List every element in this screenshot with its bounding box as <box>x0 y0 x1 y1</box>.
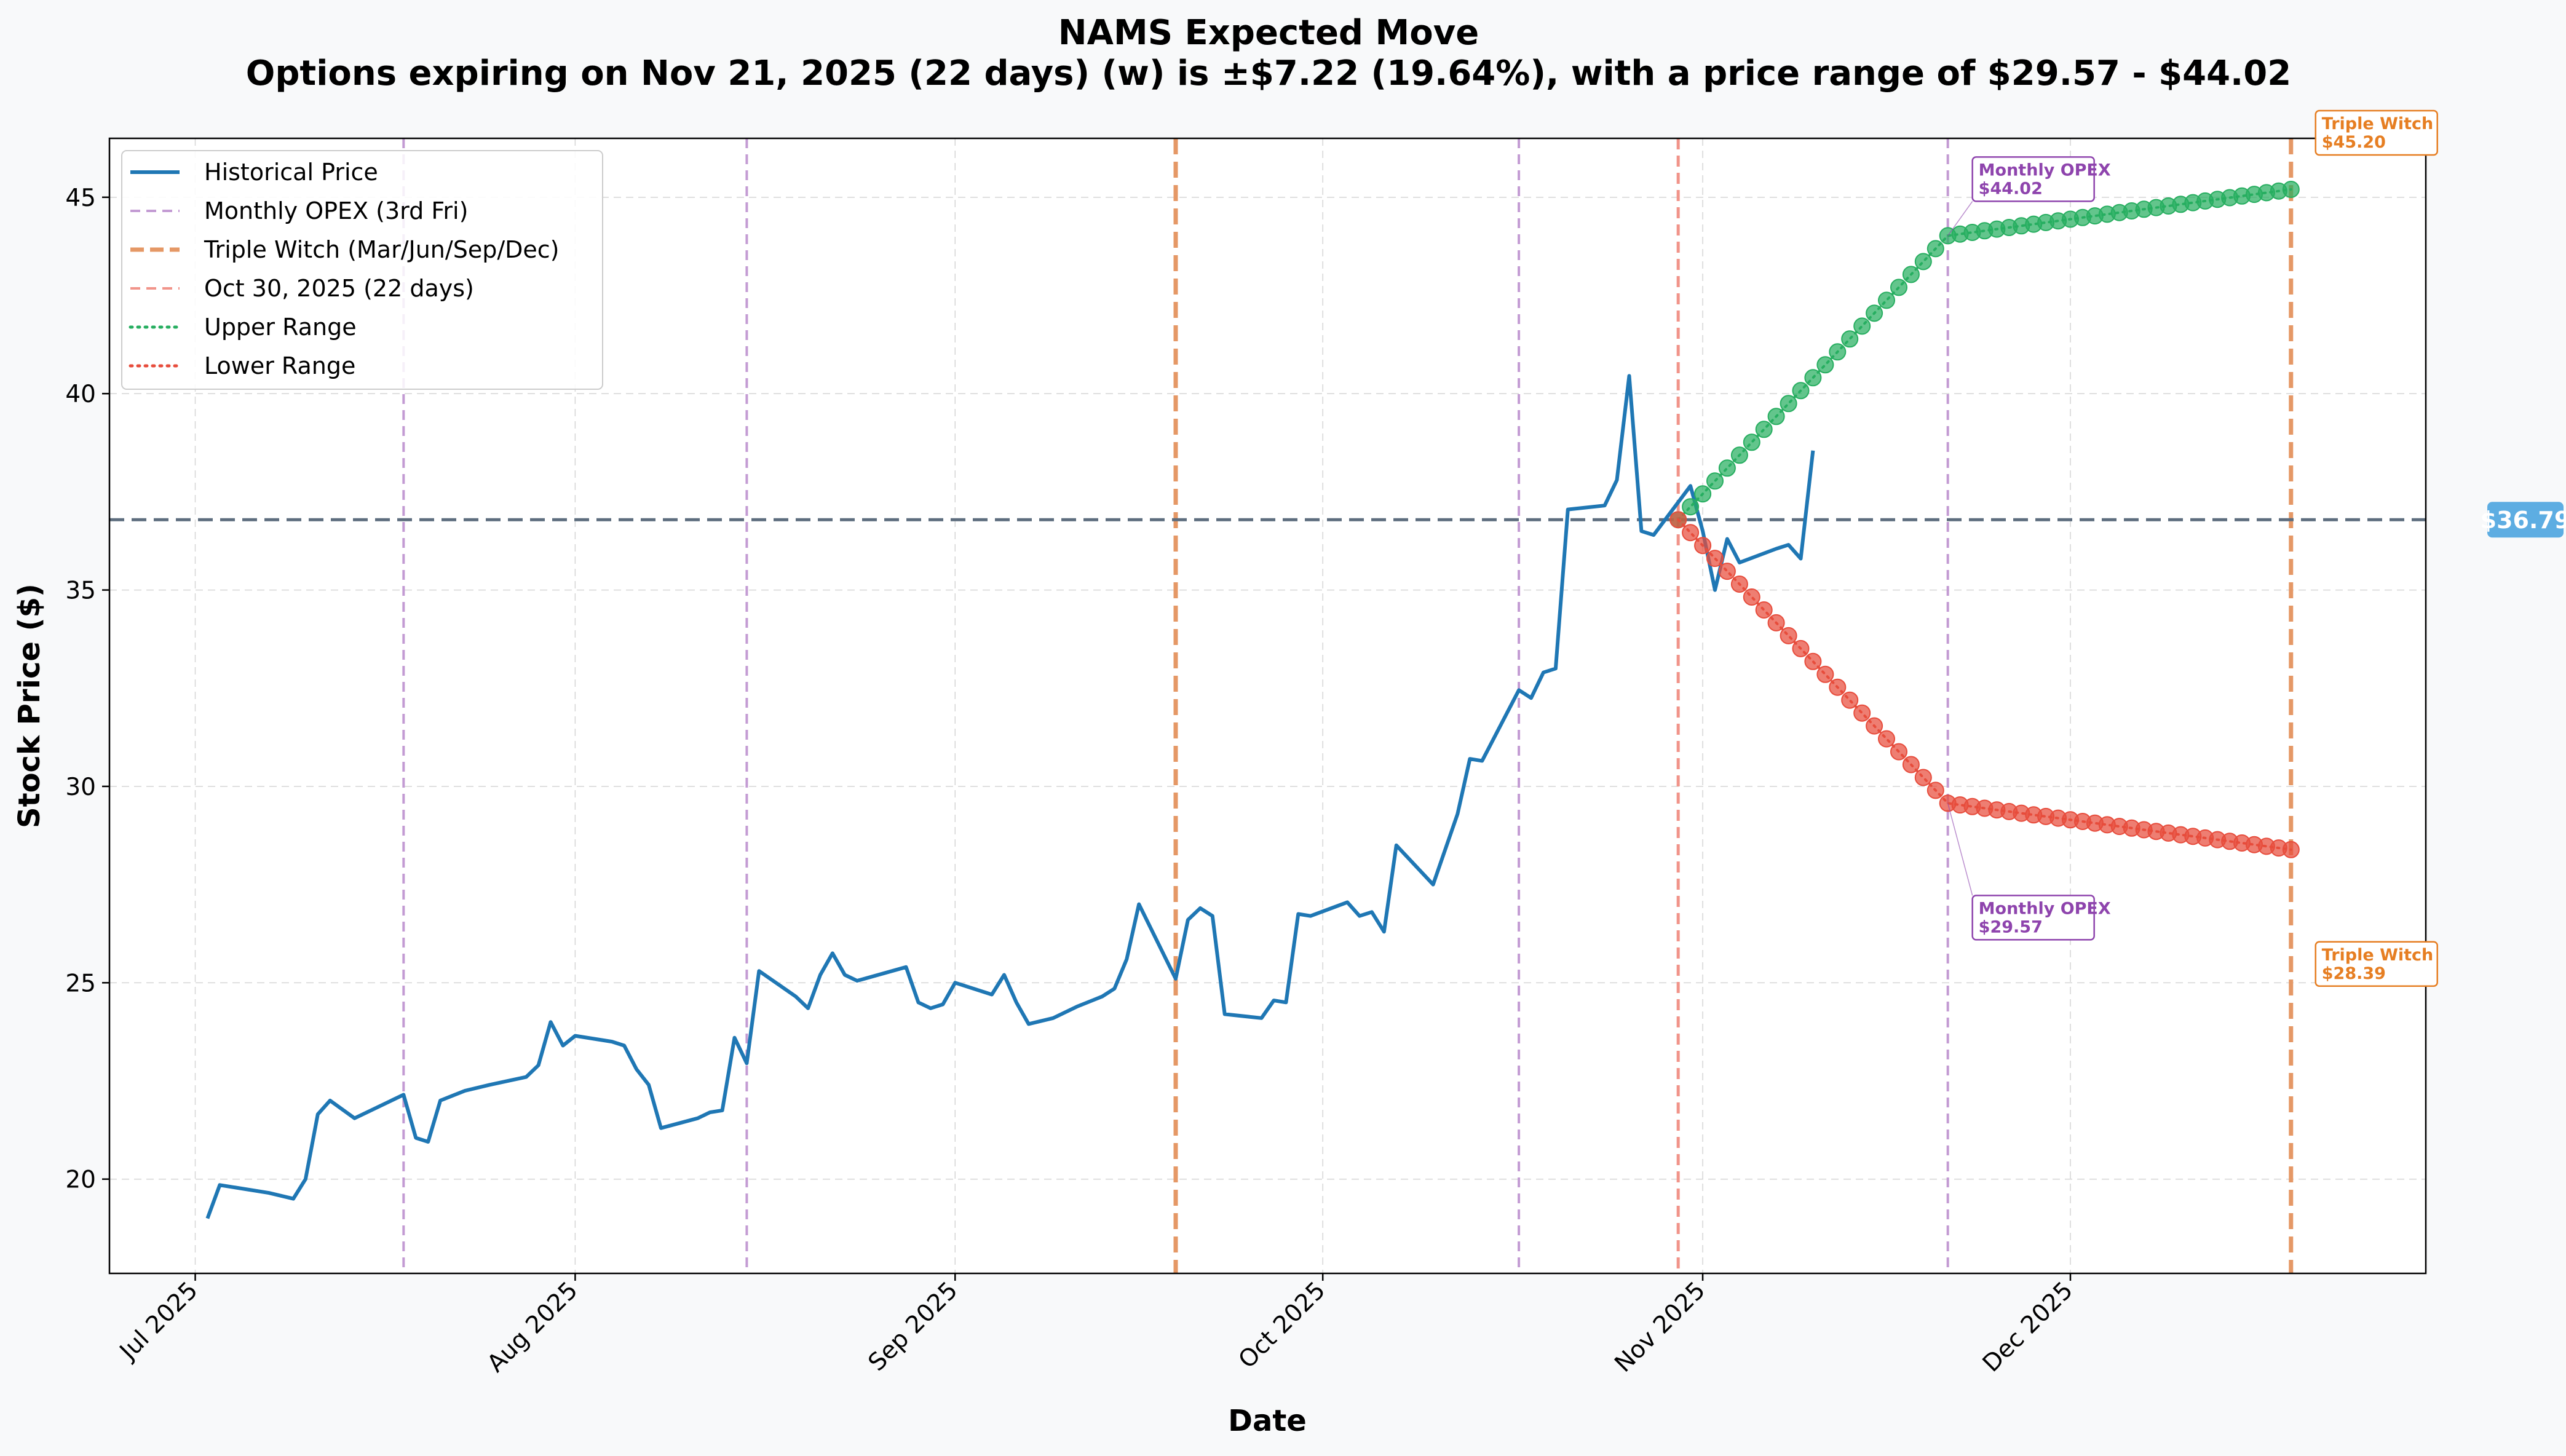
y-tick-label: 20 <box>65 1166 96 1194</box>
y-tick-label: 25 <box>65 970 96 997</box>
annotation-leader <box>1947 803 1973 896</box>
legend-label: Upper Range <box>204 314 357 341</box>
event-lines <box>402 138 2294 1273</box>
lower-range-point <box>1767 614 1785 631</box>
lower-range-point <box>1780 627 1797 644</box>
current-price-line-group: $36.79 <box>109 502 2566 538</box>
lower-range-point <box>1902 756 1920 774</box>
upper-range-point <box>2282 181 2300 198</box>
lower-range-point <box>1841 691 1859 709</box>
legend: Historical Price Monthly OPEX (3rd Fri) Tr… <box>121 150 603 390</box>
upper-range-point <box>1841 330 1859 348</box>
x-axis-label: Date <box>1228 1404 1307 1438</box>
annotation-value: $28.39 <box>2322 964 2386 983</box>
annotation-value: $45.20 <box>2322 133 2386 152</box>
legend-label: Lower Range <box>204 352 355 379</box>
y-tick-label: 30 <box>65 774 96 801</box>
plot-frame <box>108 137 2427 1275</box>
upper-range-point <box>1780 395 1797 413</box>
lower-range-point <box>1816 665 1834 683</box>
y-tick-label: 35 <box>65 577 96 605</box>
upper-range-point <box>1755 421 1773 438</box>
lower-range-point <box>1743 588 1760 606</box>
lower-range-point <box>1829 678 1847 696</box>
lower-range-point <box>1853 704 1871 722</box>
lower-range-point <box>2282 841 2300 858</box>
upper-range-point <box>1718 459 1736 477</box>
lower-range-point <box>1694 537 1712 555</box>
lower-range-point <box>1914 769 1932 786</box>
upper-range-point <box>1792 382 1810 400</box>
current-price-badge-label: $36.79 <box>2481 507 2566 534</box>
upper-range-point <box>1878 291 1895 309</box>
annotation-box <box>1971 156 2095 202</box>
annotation-title: Triple Witch <box>2322 946 2434 965</box>
lower-range-point <box>1878 730 1895 748</box>
lower-range-point <box>1866 717 1883 735</box>
lower-range-point <box>1730 576 1748 593</box>
chart-title: NAMS Expected Move <box>1058 13 1479 53</box>
legend-frame <box>121 150 603 390</box>
upper-range-point <box>1694 485 1712 503</box>
upper-range-point <box>1829 343 1847 361</box>
y-tick-label: 40 <box>65 381 96 408</box>
upper-range-point <box>1866 304 1883 322</box>
upper-range-point <box>1902 266 1920 283</box>
upper-range-point <box>1890 279 1907 296</box>
lower-range-point <box>1890 743 1907 761</box>
y-axis-label: Stock Price ($) <box>12 584 47 828</box>
annotation-box <box>2315 941 2439 987</box>
lower-range-point <box>1706 550 1724 568</box>
current-price-badge <box>2487 502 2564 538</box>
lower-range-point <box>1755 601 1773 619</box>
annotation-leader <box>1947 200 1973 236</box>
lower-range-point <box>1926 781 1944 799</box>
annotation-value: $44.02 <box>1979 179 2043 198</box>
legend-label: Monthly OPEX (3rd Fri) <box>204 197 468 224</box>
annotation-value: $29.57 <box>1979 917 2043 936</box>
historical-series <box>205 374 1815 1219</box>
upper-range-point <box>1767 408 1785 425</box>
historical-price-line <box>205 374 1815 1219</box>
annotation-title: Monthly OPEX <box>1979 160 2111 180</box>
annotation-box <box>2315 109 2439 156</box>
expected-range-series <box>1669 181 2300 858</box>
chart-subtitle: Options expiring on Nov 21, 2025 (22 day… <box>246 53 2292 93</box>
lower-range-point <box>1718 563 1736 580</box>
upper-range-point <box>1682 498 1700 516</box>
upper-range-point <box>1914 253 1932 271</box>
upper-range-point <box>1706 472 1724 490</box>
upper-range-point <box>1816 356 1834 374</box>
legend-label: Oct 30, 2025 (22 days) <box>204 275 474 302</box>
annotation-title: Triple Witch <box>2322 114 2434 133</box>
upper-range-point <box>1804 369 1822 387</box>
lower-range-point <box>1682 524 1700 542</box>
upper-range-point <box>1743 433 1760 451</box>
upper-range-point <box>1730 446 1748 464</box>
y-tick-label: 45 <box>65 184 96 212</box>
lower-range-point <box>1669 511 1687 529</box>
upper-range-point <box>1853 317 1871 335</box>
legend-label: Triple Witch (Mar/Jun/Sep/Dec) <box>204 236 559 263</box>
upper-range-point <box>1926 240 1944 258</box>
annotation-box <box>1971 895 2095 941</box>
lower-range-point <box>1804 652 1822 670</box>
annotation-title: Monthly OPEX <box>1979 899 2111 918</box>
legend-label: Historical Price <box>204 159 378 186</box>
lower-range-point <box>1792 639 1810 657</box>
